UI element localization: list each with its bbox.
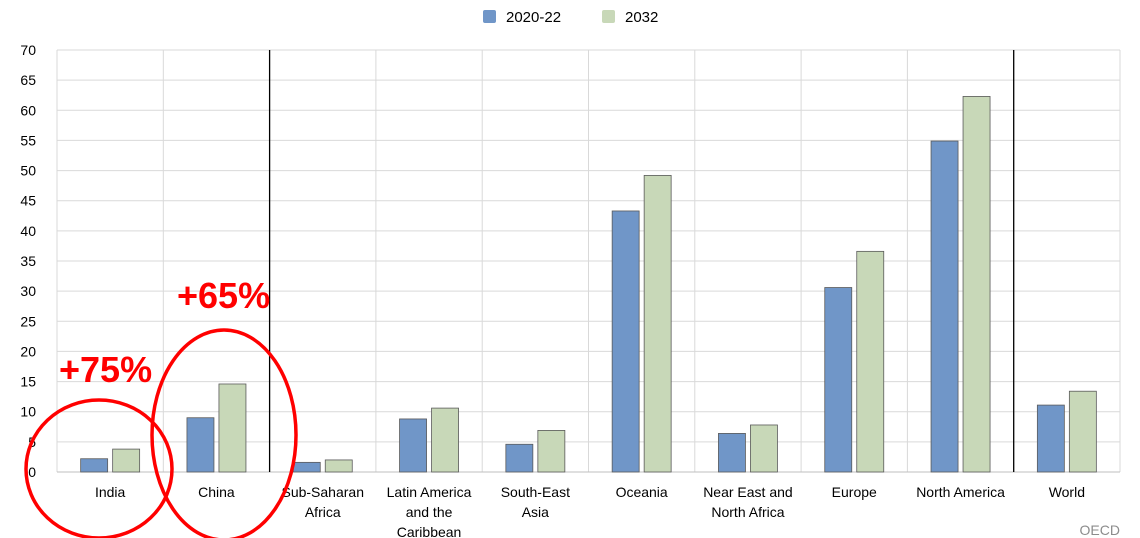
bar-2020-22-near-east-and — [718, 433, 746, 473]
bar-2020-22-sub-saharan — [292, 461, 321, 473]
y-tick-label: 45 — [20, 193, 36, 209]
category-label: Asia — [522, 504, 549, 520]
bar-2032-china — [218, 383, 247, 473]
bar-2032-near-east-and — [750, 424, 778, 473]
category-label: Latin America — [387, 484, 472, 500]
bar-2032-sub-saharan — [324, 459, 353, 473]
bar-2032-oceania — [643, 174, 672, 473]
y-tick-label: 0 — [28, 464, 36, 480]
bar-2020-22-europe — [824, 287, 853, 473]
legend-label: 2020-22 — [506, 9, 561, 26]
bar-2020-22-oceania — [611, 210, 640, 473]
bar-2020-22-india — [80, 458, 109, 473]
bars — [80, 96, 1097, 473]
category-label: Near East and — [703, 484, 793, 500]
category-label: World — [1049, 484, 1085, 500]
legend-swatch — [483, 10, 496, 23]
annotation-label: +75% — [59, 349, 152, 390]
bar-2032-world — [1068, 390, 1097, 473]
y-tick-label: 50 — [20, 163, 36, 179]
y-tick-label: 60 — [20, 102, 36, 118]
y-tick-label: 65 — [20, 72, 36, 88]
category-label: Oceania — [616, 484, 668, 500]
category-label: Africa — [305, 504, 341, 520]
legend-label: 2032 — [625, 9, 658, 26]
bar-2032-latin-america — [431, 407, 459, 473]
y-tick-label: 40 — [20, 223, 36, 239]
y-tick-label: 55 — [20, 132, 36, 148]
y-tick-label: 15 — [20, 374, 36, 390]
category-label: India — [95, 484, 126, 500]
bar-2032-india — [112, 448, 141, 473]
highlight-circle — [150, 328, 298, 538]
y-tick-label: 10 — [20, 404, 36, 420]
grid-lines — [56, 49, 1121, 473]
category-label: South-East — [501, 484, 570, 500]
legend: 2020-22 2032 — [483, 9, 658, 26]
highlight-circle — [24, 398, 174, 538]
category-label: and the — [406, 504, 453, 520]
credit-label: OECD — [1080, 522, 1120, 538]
bar-2032-europe — [856, 250, 885, 473]
y-tick-label: 70 — [20, 42, 36, 58]
category-label: Europe — [832, 484, 877, 500]
category-label: China — [198, 484, 235, 500]
bar-2020-22-north-america — [930, 140, 959, 473]
y-tick-label: 35 — [20, 253, 36, 269]
bar-2020-22-latin-america — [399, 418, 427, 473]
category-label: North America — [916, 484, 1005, 500]
category-label: North Africa — [711, 504, 784, 520]
bar-2032-north-america — [962, 96, 991, 473]
category-label: Sub-Saharan — [281, 484, 364, 500]
bar-2020-22-south-east — [505, 443, 534, 473]
bar-2020-22-world — [1036, 404, 1065, 473]
bar-2020-22-china — [186, 417, 215, 473]
x-axis-categories: India China Sub-Saharan Africa Latin America… — [95, 484, 1085, 538]
y-tick-label: 25 — [20, 313, 36, 329]
category-label: Caribbean — [397, 524, 462, 538]
annotation-label: +65% — [177, 275, 270, 316]
y-tick-label: 30 — [20, 283, 36, 299]
annotations: +75% +65% — [24, 275, 298, 538]
bar-2032-south-east — [537, 430, 566, 473]
legend-swatch — [602, 10, 615, 23]
y-tick-label: 20 — [20, 343, 36, 359]
